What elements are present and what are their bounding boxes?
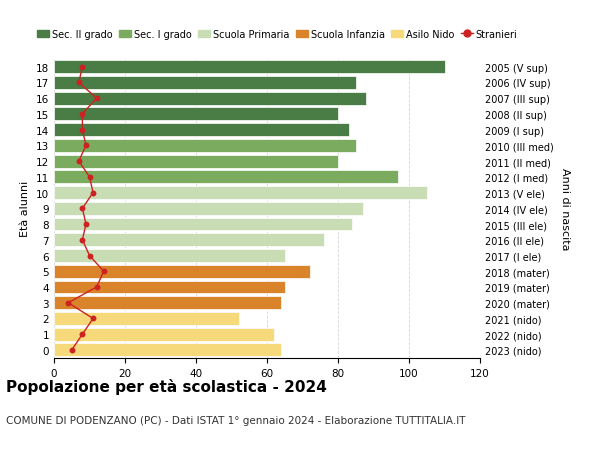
Point — [77, 127, 87, 134]
Bar — [54, 93, 367, 106]
Bar — [54, 265, 310, 278]
Point — [77, 64, 87, 71]
Bar — [54, 328, 274, 341]
Point — [64, 299, 73, 307]
Legend: Sec. II grado, Sec. I grado, Scuola Primaria, Scuola Infanzia, Asilo Nido, Stran: Sec. II grado, Sec. I grado, Scuola Prim… — [34, 26, 521, 44]
Point — [67, 347, 77, 354]
Bar — [54, 140, 356, 152]
Point — [74, 158, 83, 165]
Point — [77, 111, 87, 118]
Bar — [54, 61, 445, 74]
Bar — [54, 312, 239, 325]
Point — [74, 79, 83, 87]
Point — [85, 252, 94, 260]
Y-axis label: Anni di nascita: Anni di nascita — [560, 168, 570, 250]
Point — [99, 268, 109, 275]
Bar — [54, 155, 338, 168]
Bar — [54, 250, 285, 263]
Point — [88, 315, 98, 322]
Bar — [54, 234, 324, 246]
Bar — [54, 124, 349, 137]
Bar — [54, 171, 398, 184]
Bar — [54, 281, 285, 294]
Y-axis label: Età alunni: Età alunni — [20, 181, 31, 237]
Bar — [54, 202, 363, 215]
Text: Popolazione per età scolastica - 2024: Popolazione per età scolastica - 2024 — [6, 379, 327, 395]
Bar — [54, 77, 356, 90]
Bar — [54, 344, 281, 357]
Point — [88, 190, 98, 197]
Bar — [54, 218, 352, 231]
Point — [85, 174, 94, 181]
Point — [81, 142, 91, 150]
Point — [81, 221, 91, 228]
Point — [77, 331, 87, 338]
Bar — [54, 297, 281, 309]
Point — [77, 205, 87, 213]
Point — [92, 284, 101, 291]
Text: COMUNE DI PODENZANO (PC) - Dati ISTAT 1° gennaio 2024 - Elaborazione TUTTITALIA.: COMUNE DI PODENZANO (PC) - Dati ISTAT 1°… — [6, 415, 466, 425]
Point — [92, 95, 101, 103]
Bar — [54, 108, 338, 121]
Bar — [54, 187, 427, 200]
Point — [77, 236, 87, 244]
